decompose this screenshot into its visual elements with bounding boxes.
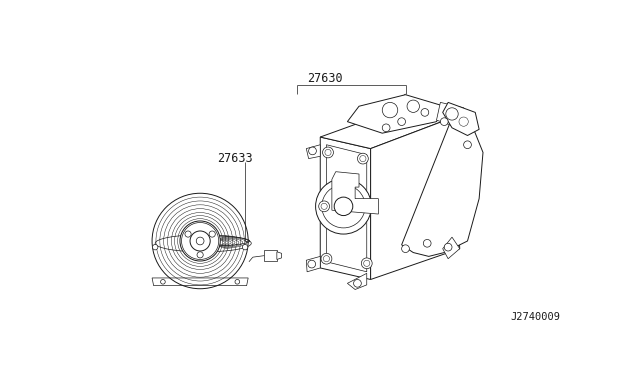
Circle shape xyxy=(197,252,204,258)
Polygon shape xyxy=(320,106,452,148)
Circle shape xyxy=(382,124,390,132)
Circle shape xyxy=(440,118,448,125)
Circle shape xyxy=(353,279,362,287)
Circle shape xyxy=(358,153,368,164)
Circle shape xyxy=(308,260,316,268)
Circle shape xyxy=(446,108,458,120)
Polygon shape xyxy=(320,137,371,279)
Circle shape xyxy=(463,141,472,148)
Circle shape xyxy=(161,279,165,284)
Polygon shape xyxy=(264,250,277,261)
Circle shape xyxy=(152,244,158,250)
Circle shape xyxy=(190,231,210,251)
Circle shape xyxy=(323,147,333,158)
Polygon shape xyxy=(307,256,320,272)
Polygon shape xyxy=(277,252,282,260)
Text: J2740009: J2740009 xyxy=(511,312,561,322)
Circle shape xyxy=(182,222,219,260)
Polygon shape xyxy=(332,172,378,214)
Circle shape xyxy=(316,179,371,234)
Circle shape xyxy=(334,197,353,216)
Polygon shape xyxy=(152,278,248,286)
Circle shape xyxy=(322,185,365,228)
Circle shape xyxy=(235,279,239,284)
Text: 27630: 27630 xyxy=(307,72,342,85)
Circle shape xyxy=(180,221,220,261)
Circle shape xyxy=(319,201,330,212)
Circle shape xyxy=(421,109,429,116)
Polygon shape xyxy=(443,237,460,259)
Circle shape xyxy=(209,231,215,237)
Polygon shape xyxy=(402,106,483,256)
Circle shape xyxy=(402,245,410,253)
Polygon shape xyxy=(348,95,444,133)
Polygon shape xyxy=(348,273,367,289)
Circle shape xyxy=(308,147,316,155)
Circle shape xyxy=(407,100,419,112)
Circle shape xyxy=(185,231,191,237)
Text: 27633: 27633 xyxy=(217,152,253,165)
Polygon shape xyxy=(443,102,479,135)
Circle shape xyxy=(321,253,332,264)
Circle shape xyxy=(382,102,397,118)
Polygon shape xyxy=(307,145,320,158)
Circle shape xyxy=(423,240,431,247)
Circle shape xyxy=(459,117,468,126)
Circle shape xyxy=(243,244,248,250)
Circle shape xyxy=(397,118,406,125)
Circle shape xyxy=(362,258,372,269)
Polygon shape xyxy=(436,102,467,125)
Circle shape xyxy=(196,237,204,245)
Polygon shape xyxy=(326,145,367,272)
Circle shape xyxy=(444,243,452,251)
Polygon shape xyxy=(371,118,460,279)
